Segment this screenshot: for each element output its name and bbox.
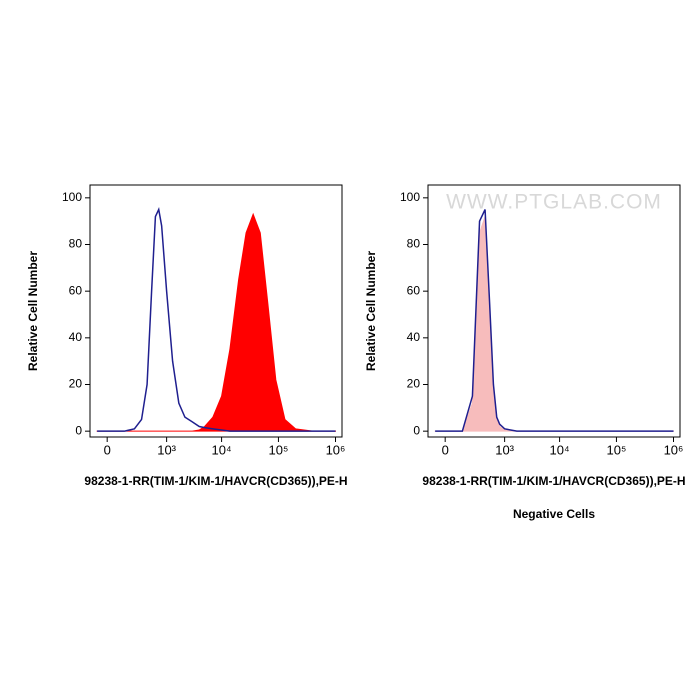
y-tick-label: 20 (407, 377, 421, 391)
histogram-line (97, 207, 336, 432)
x-tick-label: 10³ (495, 442, 514, 457)
y-axis-label: Relative Cell Number (26, 251, 40, 371)
plot-frame (89, 184, 343, 438)
x-tick-label: 10⁴ (212, 442, 232, 457)
x-tick-label: 0 (104, 442, 111, 457)
y-tick-label: 80 (69, 237, 83, 251)
y-tick-label: 100 (62, 190, 82, 204)
histogram-panel: WWW.PTGLAB.COM 0 20 40 60 80 100 0 10³ 10⁴ 10⁵ 10⁶ 9… (364, 184, 686, 521)
x-tick-label: 10⁵ (269, 442, 289, 457)
y-tick-label: 40 (407, 330, 421, 344)
x-tick-label: 10⁶ (664, 442, 684, 457)
x-tick-label: 10³ (157, 442, 176, 457)
x-tick-label: 10⁵ (607, 442, 627, 457)
histogram-line (435, 209, 674, 432)
y-tick-label: 20 (69, 377, 83, 391)
y-tick-label: 0 (413, 423, 420, 437)
x-tick-label: 10⁴ (550, 442, 570, 457)
y-tick-label: 60 (407, 283, 421, 297)
y-tick-label: 40 (69, 330, 83, 344)
y-tick-label: 80 (407, 237, 421, 251)
x-tick-label: 10⁶ (326, 442, 346, 457)
x-tick-label: 0 (442, 442, 449, 457)
y-tick-label: 0 (75, 423, 82, 437)
watermark: WWW.PTGLAB.COM (446, 191, 662, 214)
x-axis-label: 98238-1-RR(TIM-1/KIM-1/HAVCR(CD365)),PE-… (84, 474, 347, 488)
y-tick-label: 60 (69, 283, 83, 297)
y-axis-label: Relative Cell Number (364, 251, 378, 371)
plot-frame (427, 184, 681, 438)
panel-caption: Negative Cells (513, 507, 595, 521)
x-axis-label: 98238-1-RR(TIM-1/KIM-1/HAVCR(CD365)),PE-… (422, 474, 685, 488)
y-tick-label: 100 (400, 190, 420, 204)
histogram-area (96, 212, 336, 432)
histogram-panel: 0 20 40 60 80 100 0 10³ 10⁴ 10⁵ 10⁶ 98238-1-RR(TIM-… (26, 184, 348, 488)
